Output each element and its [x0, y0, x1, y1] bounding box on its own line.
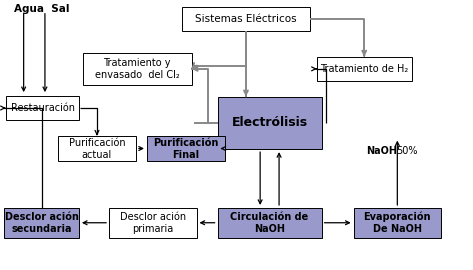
FancyBboxPatch shape: [353, 208, 441, 238]
FancyBboxPatch shape: [58, 136, 136, 161]
FancyBboxPatch shape: [182, 7, 310, 31]
FancyBboxPatch shape: [147, 136, 225, 161]
Text: Circulación de
NaOH: Circulación de NaOH: [230, 212, 309, 234]
FancyBboxPatch shape: [218, 96, 322, 149]
Text: Purificación
actual: Purificación actual: [69, 137, 125, 160]
Text: Tratamiento y
envasado  del Cl₂: Tratamiento y envasado del Cl₂: [95, 58, 180, 80]
Text: Desclor ación
secundaria: Desclor ación secundaria: [5, 212, 79, 234]
FancyBboxPatch shape: [317, 57, 412, 81]
FancyBboxPatch shape: [4, 208, 79, 238]
Text: Purificación
Final: Purificación Final: [153, 137, 219, 160]
FancyBboxPatch shape: [6, 96, 79, 120]
Text: 50%: 50%: [396, 146, 418, 156]
Text: NaOH: NaOH: [367, 146, 398, 156]
Text: Sistemas Eléctricos: Sistemas Eléctricos: [195, 14, 297, 24]
FancyBboxPatch shape: [83, 53, 192, 85]
Text: Desclor ación
primaria: Desclor ación primaria: [120, 212, 186, 234]
Text: Electrólisis: Electrólisis: [232, 116, 307, 129]
Text: Restauración: Restauración: [10, 103, 75, 113]
Text: Tratamiento de H₂: Tratamiento de H₂: [320, 64, 408, 74]
FancyBboxPatch shape: [109, 208, 197, 238]
Text: Evaporación
De NaOH: Evaporación De NaOH: [364, 211, 431, 234]
FancyBboxPatch shape: [218, 208, 322, 238]
Text: Agua  Sal: Agua Sal: [14, 4, 70, 15]
